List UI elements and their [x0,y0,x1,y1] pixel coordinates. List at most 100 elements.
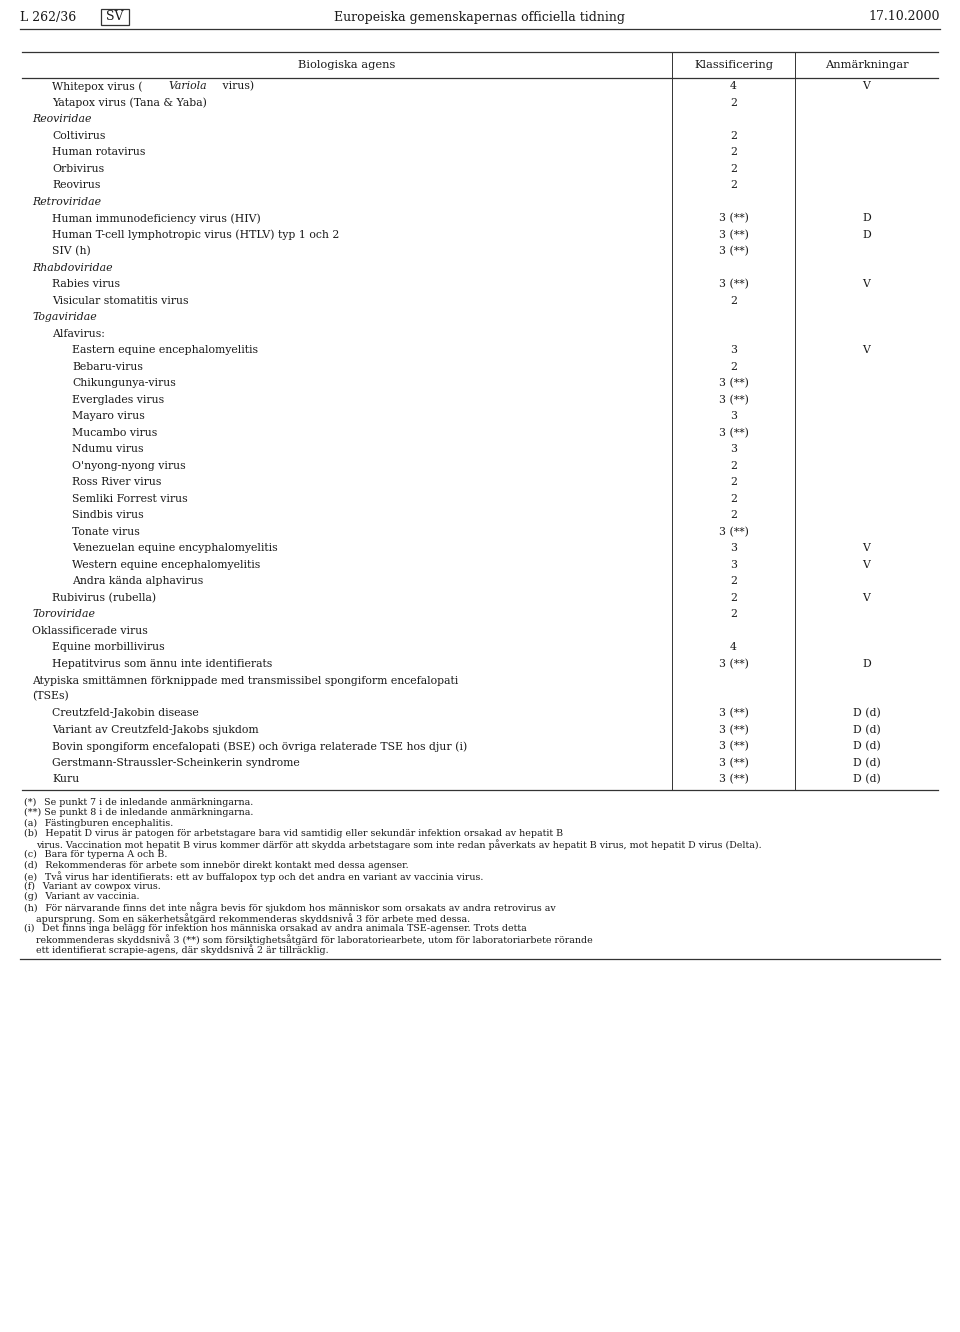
Text: Atypiska smittämnen förknippade med transmissibel spongiform encefalopati: Atypiska smittämnen förknippade med tran… [32,677,458,686]
Text: Retroviridae: Retroviridae [32,197,101,206]
Text: 4: 4 [730,81,737,92]
Text: V: V [863,345,871,356]
Text: 2: 2 [730,609,737,619]
Text: (g)  Variant av vaccinia.: (g) Variant av vaccinia. [24,892,139,902]
Text: V: V [863,559,871,570]
Text: Kuru: Kuru [52,774,80,785]
Text: 3: 3 [730,412,737,421]
Text: D (d): D (d) [852,741,880,751]
Text: 2: 2 [730,477,737,488]
Text: 2: 2 [730,461,737,470]
Text: D: D [862,229,871,240]
Text: Europeiska gemenskapernas officiella tidning: Europeiska gemenskapernas officiella tid… [334,11,626,24]
Text: 4: 4 [730,642,737,653]
Text: Whitepox virus (: Whitepox virus ( [52,81,143,92]
Text: SV: SV [107,11,124,24]
Text: Western equine encephalomyelitis: Western equine encephalomyelitis [72,559,260,570]
Text: Toroviridae: Toroviridae [32,609,95,619]
Text: 3: 3 [730,345,737,356]
Text: L 262/36: L 262/36 [20,11,76,24]
Text: 3 (**): 3 (**) [719,741,749,751]
Text: D: D [862,213,871,224]
Text: 3: 3 [730,445,737,454]
Text: D (d): D (d) [852,709,880,718]
Text: 3 (**): 3 (**) [719,280,749,289]
Text: Reovirus: Reovirus [52,180,101,190]
Text: Gerstmann-Straussler-Scheinkerin syndrome: Gerstmann-Straussler-Scheinkerin syndrom… [52,758,300,767]
Text: Biologiska agens: Biologiska agens [299,60,396,71]
Text: 2: 2 [730,362,737,372]
Text: Human rotavirus: Human rotavirus [52,148,145,157]
Text: Ross River virus: Ross River virus [72,477,161,488]
Text: 2: 2 [730,148,737,157]
Text: 3 (**): 3 (**) [719,658,749,669]
Text: 2: 2 [730,97,737,108]
Text: 3 (**): 3 (**) [719,725,749,735]
Text: Variola: Variola [169,81,207,92]
Text: Tonate virus: Tonate virus [72,526,140,537]
Text: Variant av Creutzfeld-Jakobs sjukdom: Variant av Creutzfeld-Jakobs sjukdom [52,725,258,735]
Text: 3 (**): 3 (**) [719,246,749,256]
Text: virus. Vaccination mot hepatit B virus kommer därför att skydda arbetstagare som: virus. Vaccination mot hepatit B virus k… [36,839,761,850]
Text: Venezuelan equine encyphalomyelitis: Venezuelan equine encyphalomyelitis [72,543,277,553]
Text: Rubivirus (rubella): Rubivirus (rubella) [52,593,156,603]
Text: (d)  Rekommenderas för arbete som innebör direkt kontakt med dessa agenser.: (d) Rekommenderas för arbete som innebör… [24,860,409,870]
Text: Togaviridae: Togaviridae [32,312,97,322]
Text: (c)  Bara för typerna A och B.: (c) Bara för typerna A och B. [24,850,167,859]
Text: 3: 3 [730,543,737,553]
Text: Eastern equine encephalomyelitis: Eastern equine encephalomyelitis [72,345,258,356]
Text: (a)  Fästingburen encephalitis.: (a) Fästingburen encephalitis. [24,818,173,827]
Text: SIV (h): SIV (h) [52,246,91,256]
Text: Rabies virus: Rabies virus [52,280,120,289]
Text: 2: 2 [730,296,737,306]
Text: 2: 2 [730,164,737,173]
Text: Oklassificerade virus: Oklassificerade virus [32,626,148,635]
Text: Reoviridae: Reoviridae [32,115,91,124]
Text: Everglades virus: Everglades virus [72,394,164,405]
Text: Human T-cell lymphotropic virus (HTLV) typ 1 och 2: Human T-cell lymphotropic virus (HTLV) t… [52,229,340,240]
Text: Chikungunya-virus: Chikungunya-virus [72,378,176,388]
Text: Equine morbillivirus: Equine morbillivirus [52,642,164,653]
Text: Hepatitvirus som ännu inte identifierats: Hepatitvirus som ännu inte identifierats [52,659,273,669]
Text: D (d): D (d) [852,774,880,785]
Text: D (d): D (d) [852,725,880,735]
Text: D (d): D (d) [852,758,880,769]
Text: 3 (**): 3 (**) [719,774,749,785]
Text: V: V [863,280,871,289]
Text: 2: 2 [730,131,737,141]
Text: V: V [863,593,871,603]
Text: 3 (**): 3 (**) [719,428,749,438]
Text: 2: 2 [730,494,737,503]
Text: (f)  Variant av cowpox virus.: (f) Variant av cowpox virus. [24,882,160,891]
Text: 3 (**): 3 (**) [719,378,749,389]
Text: 3 (**): 3 (**) [719,709,749,718]
Text: Ndumu virus: Ndumu virus [72,445,143,454]
Text: (TSEs): (TSEs) [32,691,69,701]
Text: D: D [862,659,871,669]
Text: Anmärkningar: Anmärkningar [825,60,908,71]
Text: 3 (**): 3 (**) [719,213,749,224]
Text: Bovin spongiform encefalopati (BSE) och övriga relaterade TSE hos djur (i): Bovin spongiform encefalopati (BSE) och … [52,741,468,751]
Text: Bebaru-virus: Bebaru-virus [72,362,143,372]
Text: Orbivirus: Orbivirus [52,164,104,173]
Text: Mucambo virus: Mucambo virus [72,428,157,438]
Text: 3: 3 [730,559,737,570]
Text: 3 (**): 3 (**) [719,229,749,240]
Text: 2: 2 [730,510,737,521]
Text: Semliki Forrest virus: Semliki Forrest virus [72,494,187,503]
Text: 3 (**): 3 (**) [719,394,749,405]
Text: Visicular stomatitis virus: Visicular stomatitis virus [52,296,188,306]
Text: rekommenderas skyddsnivå 3 (**) som försiktighetsåtgärd för laboratoriearbete, u: rekommenderas skyddsnivå 3 (**) som förs… [36,934,592,944]
Text: virus): virus) [219,81,253,92]
Text: 3 (**): 3 (**) [719,526,749,537]
Text: 2: 2 [730,593,737,603]
Text: (b)  Hepatit D virus är patogen för arbetstagare bara vid samtidig eller sekundä: (b) Hepatit D virus är patogen för arbet… [24,829,564,838]
Text: 2: 2 [730,577,737,586]
Text: Mayaro virus: Mayaro virus [72,412,145,421]
Text: ett identifierat scrapie-agens, där skyddsnivå 2 är tillräcklig.: ett identifierat scrapie-agens, där skyd… [36,944,328,955]
Text: V: V [863,543,871,553]
Text: Andra kända alphavirus: Andra kända alphavirus [72,577,204,586]
FancyBboxPatch shape [101,9,129,25]
Text: Klassificering: Klassificering [694,60,773,71]
Text: O'nyong-nyong virus: O'nyong-nyong virus [72,461,185,470]
